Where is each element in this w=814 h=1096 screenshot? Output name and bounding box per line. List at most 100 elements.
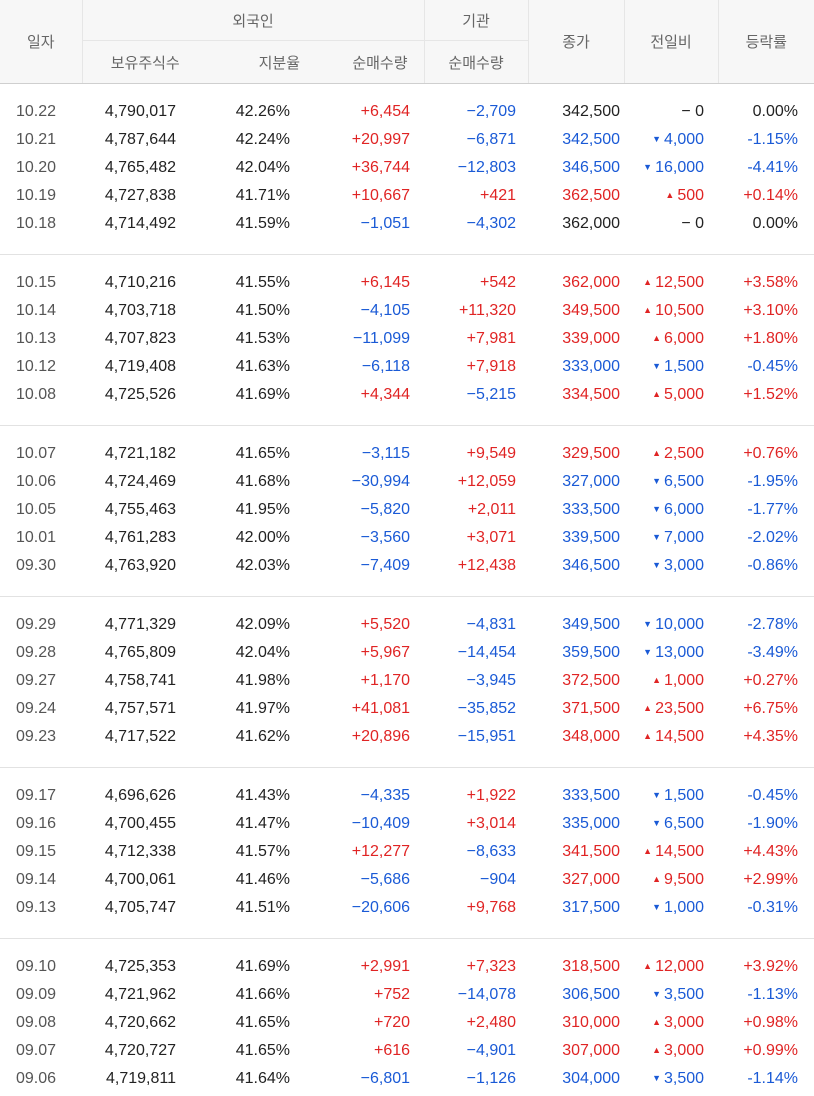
cell-date: 10.19 (16, 187, 57, 204)
table-row: 09.24 4,757,571 41.97% +41,081 −35,852 371,50… (0, 695, 814, 723)
cell-change: ▲ 5,000 (624, 381, 718, 409)
cell-inst-net: −6,871 (466, 131, 517, 148)
spacer-cell (0, 768, 814, 783)
triangle-up-icon: ▲ (643, 703, 653, 713)
cell-date: 10.13 (16, 330, 57, 347)
cell-change: ▼ 6,500 (624, 810, 718, 838)
cell-change: ▲ 3,000 (624, 1037, 718, 1065)
cell-date: 10.07 (16, 445, 57, 462)
cell-change: ▼ 1,500 (624, 782, 718, 810)
triangle-down-icon: ▼ (652, 989, 661, 999)
cell-holdings: 4,700,061 (104, 871, 176, 888)
cell-rate: +4.43% (743, 843, 799, 860)
divider-cell (0, 238, 814, 255)
cell-change: − 0 (681, 215, 705, 232)
triangle-down-icon: ▼ (652, 532, 661, 542)
change-value: 1,500 (663, 787, 705, 804)
change-value: 6,000 (663, 330, 705, 347)
cell-ratio: 41.64% (235, 1070, 290, 1087)
cell-rate: +0.14% (743, 187, 799, 204)
cell-rate: -3.49% (747, 644, 799, 661)
cell-rate: +1.52% (743, 386, 799, 403)
cell-close: 362,000 (562, 215, 621, 232)
group-spacer (0, 768, 814, 783)
cell-rate: -1.13% (747, 986, 799, 1003)
table-row: 09.07 4,720,727 41.65% +616 −4,901 307,000 ▲ 3,… (0, 1037, 814, 1065)
cell-ratio: 41.63% (235, 358, 290, 375)
change-value: 23,500 (655, 700, 705, 717)
spacer-cell (0, 255, 814, 270)
table-row: 10.18 4,714,492 41.59% −1,051 −4,302 362,000 −… (0, 210, 814, 238)
cell-holdings: 4,787,644 (104, 131, 176, 148)
cell-foreign-net: +12,277 (351, 843, 411, 860)
cell-close: 341,500 (562, 843, 621, 860)
cell-change: ▼ 1,500 (624, 353, 718, 381)
table-row: 10.12 4,719,408 41.63% −6,118 +7,918 333,000 ▼… (0, 353, 814, 381)
table-row: 10.22 4,790,017 42.26% +6,454 −2,709 342,500 −… (0, 98, 814, 126)
cell-holdings: 4,721,182 (104, 445, 176, 462)
group-divider (0, 238, 814, 255)
col-change-header: 전일비 (623, 0, 719, 84)
change-value: 3,000 (663, 1014, 705, 1031)
change-value: 5,000 (663, 386, 705, 403)
triangle-down-icon: ▼ (652, 902, 661, 912)
table-row: 10.01 4,761,283 42.00% −3,560 +3,071 339,500 ▼… (0, 524, 814, 552)
cell-date: 09.24 (16, 700, 57, 717)
table-row: 10.06 4,724,469 41.68% −30,994 +12,059 327,00… (0, 468, 814, 496)
table-row: 10.19 4,727,838 41.71% +10,667 +421 362,500 ▲ 5… (0, 182, 814, 210)
change-value: 10,000 (655, 616, 705, 633)
triangle-down-icon: ▼ (652, 790, 661, 800)
change-value: 12,000 (655, 958, 705, 975)
table-row: 09.29 4,771,329 42.09% +5,520 −4,831 349,500 ▼… (0, 611, 814, 639)
cell-ratio: 42.26% (235, 103, 290, 120)
cell-rate: +3.58% (743, 274, 799, 291)
cell-close: 339,000 (562, 330, 621, 347)
change-value: 3,500 (663, 1070, 705, 1087)
change-value: 14,500 (655, 728, 705, 745)
cell-holdings: 4,712,338 (104, 843, 176, 860)
change-value: 3,000 (663, 1042, 705, 1059)
triangle-up-icon: ▲ (643, 277, 653, 287)
col-holdings-header: 보유주식수 (81, 40, 208, 84)
cell-holdings: 4,720,662 (104, 1014, 176, 1031)
divider-cell (0, 409, 814, 426)
cell-holdings: 4,703,718 (104, 302, 176, 319)
cell-foreign-net: −4,335 (360, 787, 411, 804)
table-row: 09.16 4,700,455 41.47% −10,409 +3,014 335,000… (0, 810, 814, 838)
cell-close: 339,500 (562, 529, 621, 546)
cell-holdings: 4,700,455 (104, 815, 176, 832)
cell-foreign-net: +752 (373, 986, 411, 1003)
cell-holdings: 4,765,482 (104, 159, 176, 176)
cell-inst-net: −12,803 (457, 159, 517, 176)
col-rate-header: 등락률 (717, 0, 814, 84)
triangle-down-icon: ▼ (652, 1073, 661, 1083)
cell-foreign-net: +1,170 (360, 672, 411, 689)
cell-holdings: 4,719,811 (106, 1070, 176, 1087)
triangle-down-icon: ▼ (643, 619, 653, 629)
table-body: 10.22 4,790,017 42.26% +6,454 −2,709 342,500 −… (0, 84, 814, 1094)
cell-close: 359,500 (562, 644, 621, 661)
cell-inst-net: +1,922 (466, 787, 517, 804)
cell-close: 362,000 (562, 274, 621, 291)
cell-change: ▼ 1,000 (624, 894, 718, 922)
cell-holdings: 4,714,492 (104, 215, 176, 232)
cell-inst-net: +7,918 (466, 358, 517, 375)
cell-holdings: 4,724,469 (104, 473, 176, 490)
table-row: 10.15 4,710,216 41.55% +6,145 +542 362,000 ▲ 12… (0, 269, 814, 297)
cell-date: 10.06 (16, 473, 57, 490)
cell-inst-net: +2,480 (466, 1014, 517, 1031)
cell-inst-net: −35,852 (457, 700, 517, 717)
cell-rate: -1.15% (747, 131, 799, 148)
cell-foreign-net: −6,118 (361, 358, 411, 375)
cell-change: − 0 (681, 103, 705, 120)
cell-foreign-net: −6,801 (360, 1070, 411, 1087)
triangle-down-icon: ▼ (652, 476, 661, 486)
cell-holdings: 4,721,962 (104, 986, 176, 1003)
cell-change: ▲ 14,500 (624, 838, 718, 866)
spacer-cell (0, 426, 814, 441)
cell-change: ▲ 12,000 (624, 953, 718, 981)
cell-date: 10.18 (16, 215, 57, 232)
change-value: 10,500 (655, 302, 705, 319)
cell-foreign-net: +36,744 (351, 159, 411, 176)
change-value: 6,000 (663, 501, 705, 518)
